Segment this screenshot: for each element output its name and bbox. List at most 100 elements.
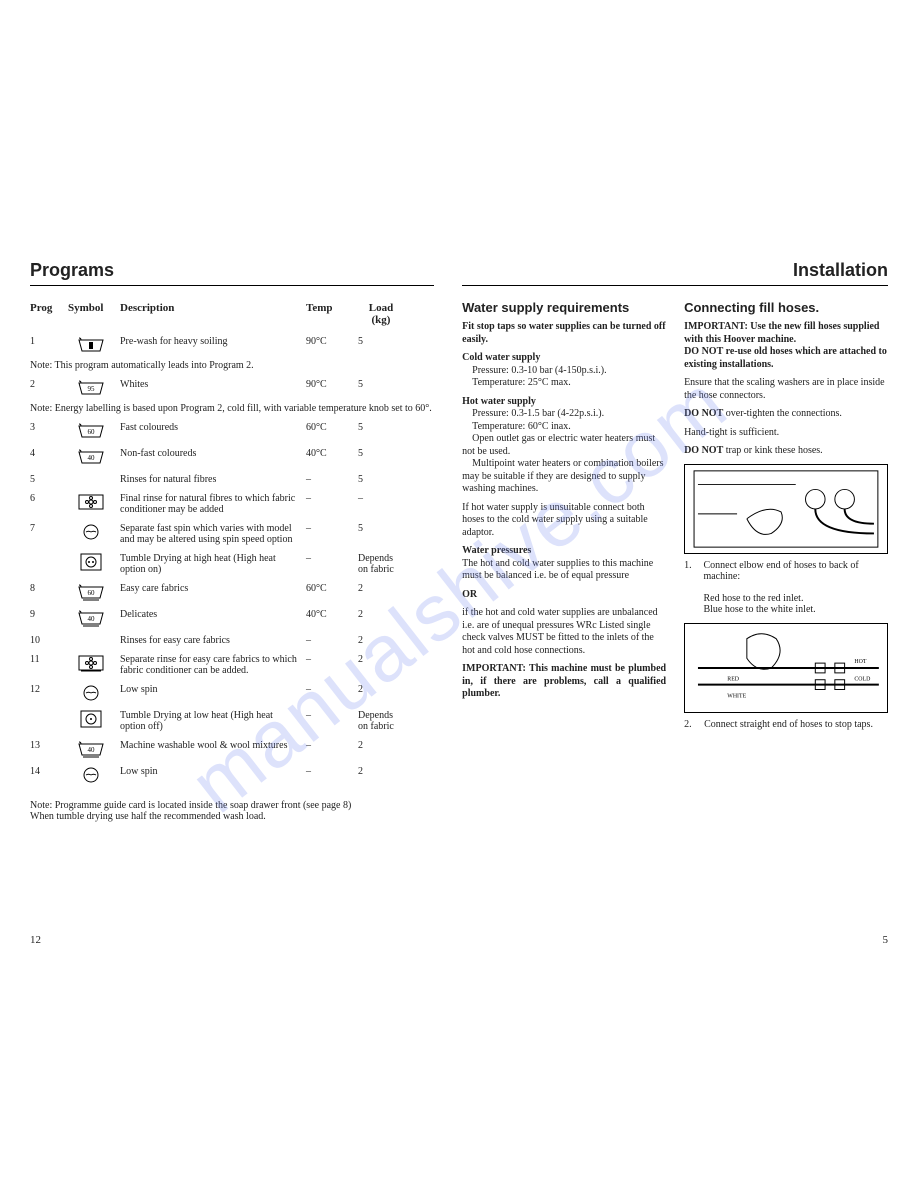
prog-num: 10 (30, 635, 62, 646)
prog-desc: Separate fast spin which varies with mod… (120, 523, 300, 545)
unbalanced-text: if the hot and cold water supplies are u… (462, 607, 666, 657)
do-not-overtighten: DO NOT over-tighten the connections. (684, 408, 888, 421)
prog-load: 2 (358, 609, 404, 620)
right-page: Installation Water supply requirements F… (462, 260, 888, 822)
prog-symbol-icon: 60 (68, 422, 114, 440)
prog-load: 5 (358, 379, 404, 390)
right-columns: Water supply requirements Fit stop taps … (462, 300, 888, 738)
prog-symbol-icon (68, 684, 114, 702)
prog-num: 12 (30, 684, 62, 695)
svg-text:95: 95 (88, 385, 96, 393)
prog-load: 2 (358, 740, 404, 751)
program-row: 940Delicates40°C2 (30, 607, 434, 629)
water-pressures: Water pressures The hot and cold water s… (462, 545, 666, 583)
svg-text:RED: RED (727, 676, 739, 682)
prog-load: Depends on fabric (358, 553, 404, 575)
page-spread: Programs Prog Symbol Description Temp Lo… (30, 260, 888, 822)
sealing-washers: Ensure that the scaling washers are in p… (684, 377, 888, 402)
footnote-1: Note: Programme guide card is located in… (30, 800, 434, 811)
prog-num: 7 (30, 523, 62, 534)
program-row: 295Whites90°C5 (30, 377, 434, 399)
prog-temp: – (306, 553, 352, 564)
program-row: 440Non-fast coloureds40°C5 (30, 446, 434, 468)
footnote-2: When tumble drying use half the recommen… (30, 811, 434, 822)
caption-2: 2. Connect straight end of hoses to stop… (684, 719, 888, 730)
prog-symbol-icon (68, 766, 114, 784)
prog-temp: – (306, 766, 352, 777)
prog-temp: 40°C (306, 448, 352, 459)
prog-load: 5 (358, 448, 404, 459)
program-row: 5Rinses for natural fibres–5 (30, 472, 434, 487)
program-row: 14Low spin–2 (30, 764, 434, 786)
program-row: 7 Separate fast spin which varies with mo… (30, 521, 434, 547)
svg-text:40: 40 (88, 454, 96, 462)
prog-desc: Tumble Drying at low heat (High heat opt… (120, 710, 300, 732)
prog-desc: Final rinse for natural fibres to which … (120, 493, 300, 515)
prog-temp: – (306, 710, 352, 721)
prog-desc: Low spin (120, 684, 300, 695)
water-supply-column: Water supply requirements Fit stop taps … (462, 300, 666, 738)
program-row: 11Separate rinse for easy care fabrics t… (30, 652, 434, 678)
program-row: 6Final rinse for natural fibres to which… (30, 491, 434, 517)
prog-temp: 60°C (306, 583, 352, 594)
prog-load: 5 (358, 474, 404, 485)
left-page: Programs Prog Symbol Description Temp Lo… (30, 260, 434, 822)
prog-temp: 90°C (306, 379, 352, 390)
col-prog: Prog (30, 302, 62, 314)
prog-load: 2 (358, 684, 404, 695)
prog-num: 5 (30, 474, 62, 485)
prog-symbol-icon: 40 (68, 740, 114, 758)
prog-temp: 60°C (306, 422, 352, 433)
prog-desc: Rinses for easy care fabrics (120, 635, 300, 646)
prog-symbol-icon (68, 523, 114, 541)
col-temp: Temp (306, 302, 352, 314)
prog-symbol-icon: 60 (68, 583, 114, 601)
prog-load: 2 (358, 583, 404, 594)
program-note: Note: Energy labelling is based upon Pro… (30, 403, 434, 414)
page-number-right: 5 (883, 934, 889, 946)
svg-text:40: 40 (88, 615, 96, 623)
prog-temp: – (306, 740, 352, 751)
prog-desc: Whites (120, 379, 300, 390)
prog-desc: Fast coloureds (120, 422, 300, 433)
program-note: Note: This program automatically leads i… (30, 360, 434, 371)
hot-supply: Hot water supply Pressure: 0.3-1.5 bar (… (462, 396, 666, 496)
prog-symbol-icon: 40 (68, 609, 114, 627)
programs-heading: Programs (30, 260, 434, 286)
prog-symbol-icon (68, 654, 114, 672)
water-supply-heading: Water supply requirements (462, 300, 666, 315)
fit-stop-taps: Fit stop taps so water supplies can be t… (462, 321, 666, 346)
connecting-hoses-heading: Connecting fill hoses. (684, 300, 888, 315)
prog-temp: – (306, 493, 352, 504)
svg-text:60: 60 (88, 428, 96, 436)
svg-text:60: 60 (88, 589, 96, 597)
programs-footnotes: Note: Programme guide card is located in… (30, 800, 434, 822)
prog-desc: Low spin (120, 766, 300, 777)
prog-temp: 40°C (306, 609, 352, 620)
unsuitable-supply: If hot water supply is unsuitable connec… (462, 502, 666, 540)
or-text: OR (462, 589, 666, 602)
prog-symbol-icon (68, 553, 114, 571)
prog-symbol-icon (68, 710, 114, 728)
prog-load: 5 (358, 422, 404, 433)
prog-desc: Machine washable wool & wool mixtures (120, 740, 300, 751)
col-desc: Description (120, 302, 300, 314)
prog-desc: Tumble Drying at high heat (High heat op… (120, 553, 300, 575)
program-row: 10Rinses for easy care fabrics–2 (30, 633, 434, 648)
prog-desc: Pre-wash for heavy soiling (120, 336, 300, 347)
program-row: 12Low spin–2 (30, 682, 434, 704)
prog-load: – (358, 493, 404, 504)
prog-load: 2 (358, 654, 404, 665)
svg-text:40: 40 (88, 746, 96, 754)
prog-symbol-icon (68, 493, 114, 511)
installation-heading: Installation (462, 260, 888, 286)
program-row: 1340Machine washable wool & wool mixture… (30, 738, 434, 760)
important-new-hoses: IMPORTANT: Use the new fill hoses suppli… (684, 321, 888, 371)
prog-desc: Delicates (120, 609, 300, 620)
svg-text:WHITE: WHITE (727, 693, 746, 699)
prog-load: 2 (358, 635, 404, 646)
connecting-hoses-column: Connecting fill hoses. IMPORTANT: Use th… (684, 300, 888, 738)
prog-num: 11 (30, 654, 62, 665)
programs-header-row: Prog Symbol Description Temp Load (kg) (30, 300, 434, 328)
prog-temp: – (306, 654, 352, 665)
